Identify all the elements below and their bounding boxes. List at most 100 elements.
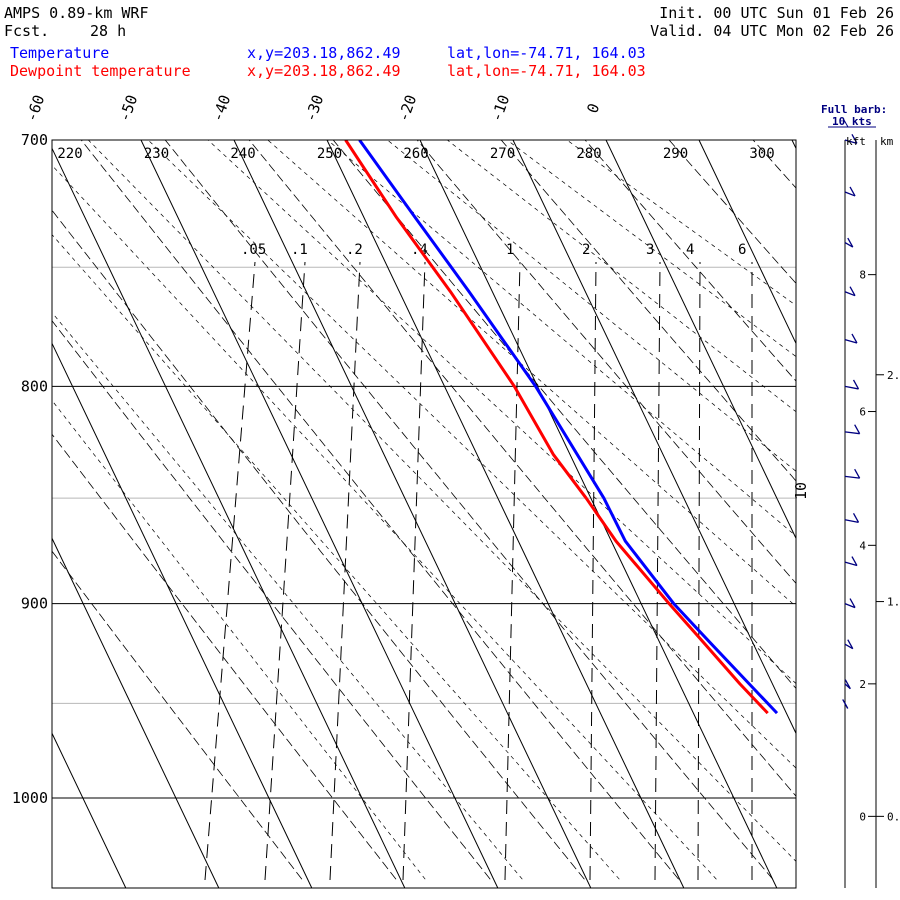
wind-barb [844,431,860,435]
legend-temperature-latlon: lat,lon=-74.71, 164.03 [447,44,646,62]
wind-barb-feather [854,424,861,434]
pressure-label: 1000 [12,789,48,807]
isotherm-line [605,140,796,540]
barb-legend-line2: 10 kts [832,115,872,128]
mixing-ratio-label: 3 [646,242,654,258]
wind-barb-feather [849,286,856,297]
wind-axis-label: 10 [792,482,810,500]
isotherm-line [791,140,796,150]
barb-legend-line1: Full barb: [821,103,887,116]
wind-barb-feather [842,699,849,709]
dry-adiabat-line [52,209,585,880]
wind-barb [844,241,854,248]
mixing-ratio-line [264,261,306,881]
theta-label: 260 [403,146,428,162]
isotherm-line [52,342,313,888]
isotherm-line [52,732,127,888]
kft-tick-label: 8 [859,269,866,282]
wind-barb [844,191,856,197]
dry-adiabat-line [500,140,796,482]
wind-barb-feather [847,237,854,248]
dry-adiabat-line [416,140,796,584]
kft-tick-label: 0 [859,810,866,823]
moist-adiabat-line [52,164,717,880]
dry-adiabat-line [752,140,796,189]
dry-adiabat-line [248,140,796,797]
km-tick-label: 1. [887,596,900,609]
wind-barb-feather [852,379,860,390]
wind-barb [844,561,858,567]
isotherm-line [326,140,685,888]
wind-barb-feather [852,513,860,523]
isotherm-line [140,140,499,888]
mixing-ratio-label: 4 [686,242,694,258]
wind-barb-feather [849,598,856,608]
theta-label: 280 [576,146,601,162]
forecast-hour: 28 h [90,22,127,40]
isotherm-line [233,140,592,888]
dry-adiabat-line [584,140,796,382]
wind-barb-feather [851,556,858,566]
moist-adiabat-line [386,140,796,472]
dewpoint-temperature-profile [344,140,769,715]
mixing-ratio-line [329,261,361,881]
wind-barb-feather [851,333,858,344]
moist-adiabat-line [506,140,796,357]
dry-adiabat-line [52,433,397,880]
km-tick-label: 0. [887,810,900,823]
model-title: AMPS 0.89-km WRF [4,4,149,22]
temperature-tick-label: -60 [22,92,48,124]
kft-tick-label: 6 [859,406,866,419]
kft-tick-label: 4 [859,539,866,552]
mixing-ratio-label: .2 [346,242,363,258]
mixing-ratio-line [654,261,661,881]
wind-barb-feather [844,679,851,690]
mixing-ratio-label: 2 [582,242,590,258]
moist-adiabat-line [87,140,796,862]
moist-adiabat-line [52,399,426,880]
moist-adiabat-line [147,140,796,769]
moist-adiabat-line [566,140,796,306]
barb-legend-sample-feather [843,119,849,128]
dry-adiabat-line [52,550,303,880]
wind-barb [844,603,856,609]
mixing-ratio-label: 1 [506,242,514,258]
isotherm-line [885,140,900,888]
temperature-tick-label: -10 [487,92,513,124]
moist-adiabat-line [52,234,620,880]
isotherm-line [52,147,406,888]
legend-dewpoint-latlon: lat,lon=-74.71, 164.03 [447,62,646,80]
moist-adiabat-line [52,312,523,880]
wind-barb [844,339,858,344]
theta-label: 300 [749,146,774,162]
valid-time: Valid. 04 UTC Mon 02 Feb 26 [650,22,894,40]
pressure-label: 900 [21,595,48,613]
dry-adiabat-line [80,140,679,880]
wind-barb [844,643,854,650]
mixing-ratio-label: .1 [291,242,308,258]
temperature-profile [358,140,779,715]
dry-adiabat-line [813,114,900,880]
km-axis-label: km [880,135,894,148]
init-time: Init. 00 UTC Sun 01 Feb 26 [659,4,894,22]
pressure-label: 700 [21,131,48,149]
dry-adiabat-line [332,140,796,690]
wind-barb [844,519,859,523]
mixing-ratio-line [589,261,597,881]
isotherm-line [0,140,33,888]
wind-barb-feather [849,186,856,197]
mixing-ratio-line [697,261,701,881]
wind-barb [844,139,858,144]
legend-dewpoint-name: Dewpoint temperature [10,62,191,80]
temperature-tick-label: -30 [301,92,327,124]
temperature-tick-label: 0 [583,101,603,116]
theta-label: 250 [317,146,342,162]
theta-label: 230 [144,146,169,162]
isotherm-line [52,537,220,888]
wind-barb-feather [847,639,854,649]
wind-barb-feather [851,134,858,144]
mixing-ratio-label: 6 [738,242,746,258]
theta-label: 240 [230,146,255,162]
isotherm-line [512,140,796,735]
dry-adiabat-line [164,140,774,880]
